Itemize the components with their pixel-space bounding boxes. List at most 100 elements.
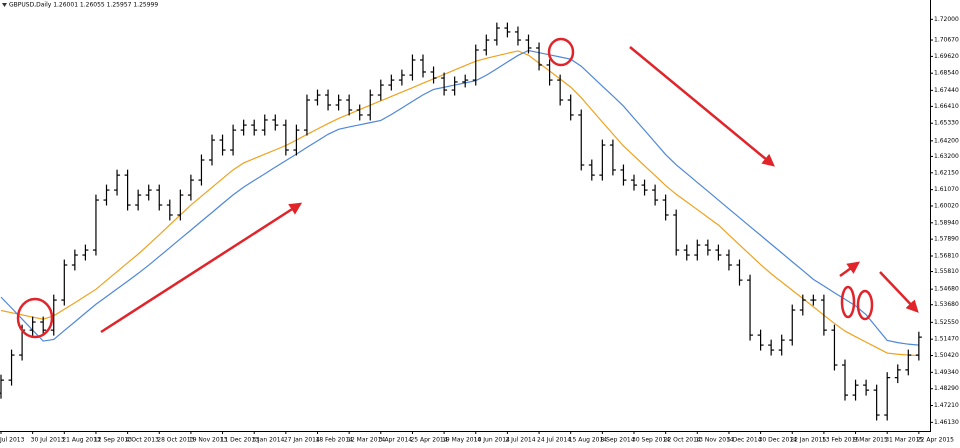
price-bar [92, 194, 99, 256]
x-tick-label: 30 Dec 2014 [759, 437, 798, 444]
price-bar [251, 119, 258, 136]
x-tick-label: 22 Jan 2015 [790, 437, 826, 444]
price-bar [905, 349, 912, 376]
price-bar [346, 94, 353, 116]
y-tick-label: 1.63200 [934, 153, 959, 160]
price-bar [652, 184, 659, 206]
price-bar [715, 244, 722, 261]
x-tick-label: 13 Feb 2015 [822, 437, 860, 444]
x-tick-label: 22 Oct 2014 [664, 437, 701, 444]
y-tick-label: 1.65330 [934, 120, 959, 127]
x-tick-label: 30 Jul 2013 [31, 437, 65, 444]
y-tick-label: 1.47210 [934, 402, 959, 409]
price-bar [915, 331, 922, 361]
y-tick-label: 1.70670 [934, 37, 959, 44]
y-tick-label: 1.72000 [934, 16, 959, 23]
price-bar [420, 54, 426, 78]
price-bar [504, 22, 511, 38]
price-bar [103, 184, 110, 206]
price-bar [799, 294, 806, 316]
price-bar [536, 42, 543, 71]
price-bar [261, 114, 268, 136]
price-bar [493, 22, 500, 46]
price-bar [641, 179, 648, 196]
price-bar [483, 34, 490, 56]
trend-arrow [879, 271, 919, 313]
price-bar [736, 259, 743, 286]
annotations [16, 37, 919, 339]
price-bar [335, 94, 342, 111]
price-bar [314, 89, 321, 106]
x-tick-label: 8 Sep 2014 [600, 437, 634, 444]
x-tick-label: 18 Feb 2014 [316, 437, 354, 444]
price-bar [8, 349, 15, 386]
price-bar [546, 59, 553, 86]
y-tick-label: 1.69620 [934, 53, 959, 60]
price-bar [356, 104, 363, 121]
y-tick-label: 1.50420 [934, 352, 959, 359]
x-tick-label: 11 Dec 2013 [221, 437, 260, 444]
price-bar [757, 329, 764, 351]
price-bar [631, 174, 637, 191]
x-tick-label: 12 Mar 2014 [347, 437, 385, 444]
price-bar [894, 364, 901, 384]
price-bar [282, 119, 289, 156]
price-bar [135, 189, 142, 211]
y-tick-label: 1.67440 [934, 87, 959, 94]
price-bar [240, 119, 247, 136]
price-bar [747, 274, 754, 341]
highlight-circle [840, 285, 856, 319]
x-tick-label: 21 Aug 2013 [62, 437, 101, 444]
x-tick-label: 3 Apr 2014 [379, 437, 412, 444]
price-bar [61, 259, 68, 306]
price-bar [272, 114, 279, 131]
price-bar [166, 199, 173, 221]
price-bar [852, 379, 859, 401]
moving-average-line [0, 50, 919, 357]
price-bar [873, 384, 880, 421]
price-bar [293, 124, 300, 156]
y-tick-label: 1.54680 [934, 286, 959, 293]
y-tick-label: 1.56810 [934, 252, 959, 259]
price-bar [704, 239, 711, 256]
y-tick-label: 1.64200 [934, 137, 959, 144]
y-tick-label: 1.46130 [934, 419, 959, 426]
price-bar [198, 154, 205, 186]
x-tick-label: 24 Jul 2014 [537, 437, 571, 444]
price-bar [620, 164, 627, 186]
x-tick-label: 19 Nov 2013 [189, 437, 228, 444]
y-tick-label: 1.68540 [934, 70, 959, 77]
x-tick-label: 5 Dec 2014 [727, 437, 762, 444]
x-tick-label: 30 Sep 2014 [632, 437, 670, 444]
price-bar [673, 209, 680, 256]
price-bar [114, 169, 121, 196]
trend-arrow [629, 46, 775, 167]
y-tick-label: 1.48290 [934, 385, 959, 392]
price-bar [842, 359, 848, 401]
x-tick-label: 31 Mar 2015 [885, 437, 923, 444]
x-tick-label: 3 Jan 2014 [252, 437, 284, 444]
price-bar [0, 374, 4, 399]
y-tick-label: 1.51470 [934, 336, 959, 343]
price-bar [725, 249, 732, 271]
price-bar [462, 74, 469, 88]
moving-average-line [0, 49, 919, 346]
price-bar [514, 26, 521, 46]
price-bar [472, 44, 479, 86]
price-bar [71, 249, 78, 271]
x-tick-label: Jul 2013 [0, 437, 25, 444]
highlight-circle [856, 289, 874, 321]
price-bar [863, 379, 870, 396]
x-tick-label: 9 Mar 2015 [854, 437, 888, 444]
y-tick-label: 1.58940 [934, 219, 959, 226]
price-bar [82, 244, 89, 261]
price-bar [29, 316, 36, 336]
y-tick-label: 1.55810 [934, 268, 959, 275]
price-bar [683, 244, 690, 261]
x-tick-label: 28 Oct 2013 [157, 437, 194, 444]
trend-arrow [839, 261, 861, 278]
price-bar [884, 372, 891, 421]
price-bar [567, 94, 574, 121]
